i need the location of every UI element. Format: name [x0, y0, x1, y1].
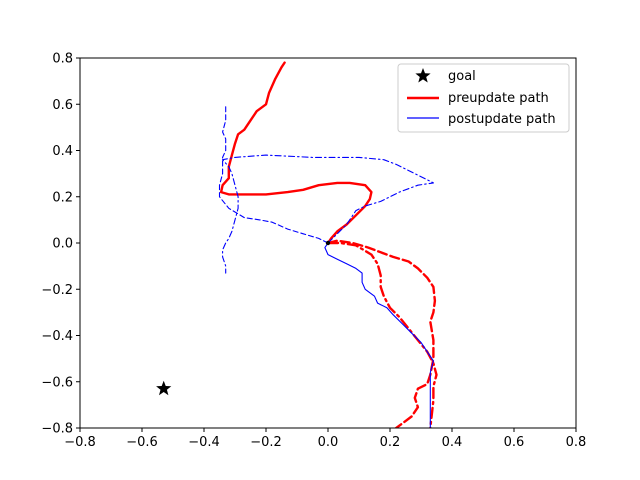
x-tick-label: 0.4	[442, 435, 463, 450]
x-tick-label: −0.4	[188, 435, 220, 450]
y-tick-label: −0.4	[41, 329, 73, 344]
x-axis: −0.8 −0.6 −0.4 −0.2 0.0 0.2 0.4 0.6 0.8	[64, 428, 586, 450]
legend-star-icon	[415, 68, 431, 83]
y-tick-label: 0.4	[52, 144, 73, 159]
series-layer	[218, 61, 438, 428]
marker-layer	[156, 240, 331, 396]
y-tick-label: −0.6	[41, 375, 73, 390]
x-tick-label: −0.8	[64, 435, 96, 450]
preupdate-path-solid	[219, 61, 373, 245]
preupdate-path-dashed	[326, 239, 437, 428]
y-tick-label: 0.0	[52, 237, 73, 252]
x-tick-label: −0.2	[250, 435, 282, 450]
x-tick-label: −0.6	[126, 435, 158, 450]
preupdate-path-dashdot	[326, 241, 438, 428]
y-tick-label: 0.6	[52, 98, 73, 113]
y-axis: −0.8 −0.6 −0.4 −0.2 0.0 0.2 0.4 0.6 0.8	[41, 52, 80, 437]
legend: goal preupdate path postupdate path	[397, 63, 570, 133]
legend-label-preupdate: preupdate path	[448, 91, 549, 106]
postupdate-path-dashdot	[222, 154, 434, 274]
y-tick-label: −0.2	[41, 283, 73, 298]
x-tick-label: 0.6	[504, 435, 525, 450]
legend-label-goal: goal	[448, 69, 476, 84]
legend-label-postupdate: postupdate path	[448, 112, 556, 127]
x-tick-label: 0.0	[318, 435, 339, 450]
postupdate-path-solid	[324, 242, 434, 428]
legend-goal-star	[415, 68, 431, 83]
legend-box	[397, 63, 570, 133]
y-tick-label: −0.8	[41, 422, 73, 437]
start-point-marker	[325, 240, 331, 246]
goal-star-marker	[156, 380, 172, 396]
postupdate-path-dashed	[218, 106, 329, 244]
y-tick-label: 0.8	[52, 52, 73, 67]
y-tick-label: 0.2	[52, 190, 73, 205]
x-tick-label: 0.8	[566, 435, 587, 450]
x-tick-label: 0.2	[380, 435, 401, 450]
